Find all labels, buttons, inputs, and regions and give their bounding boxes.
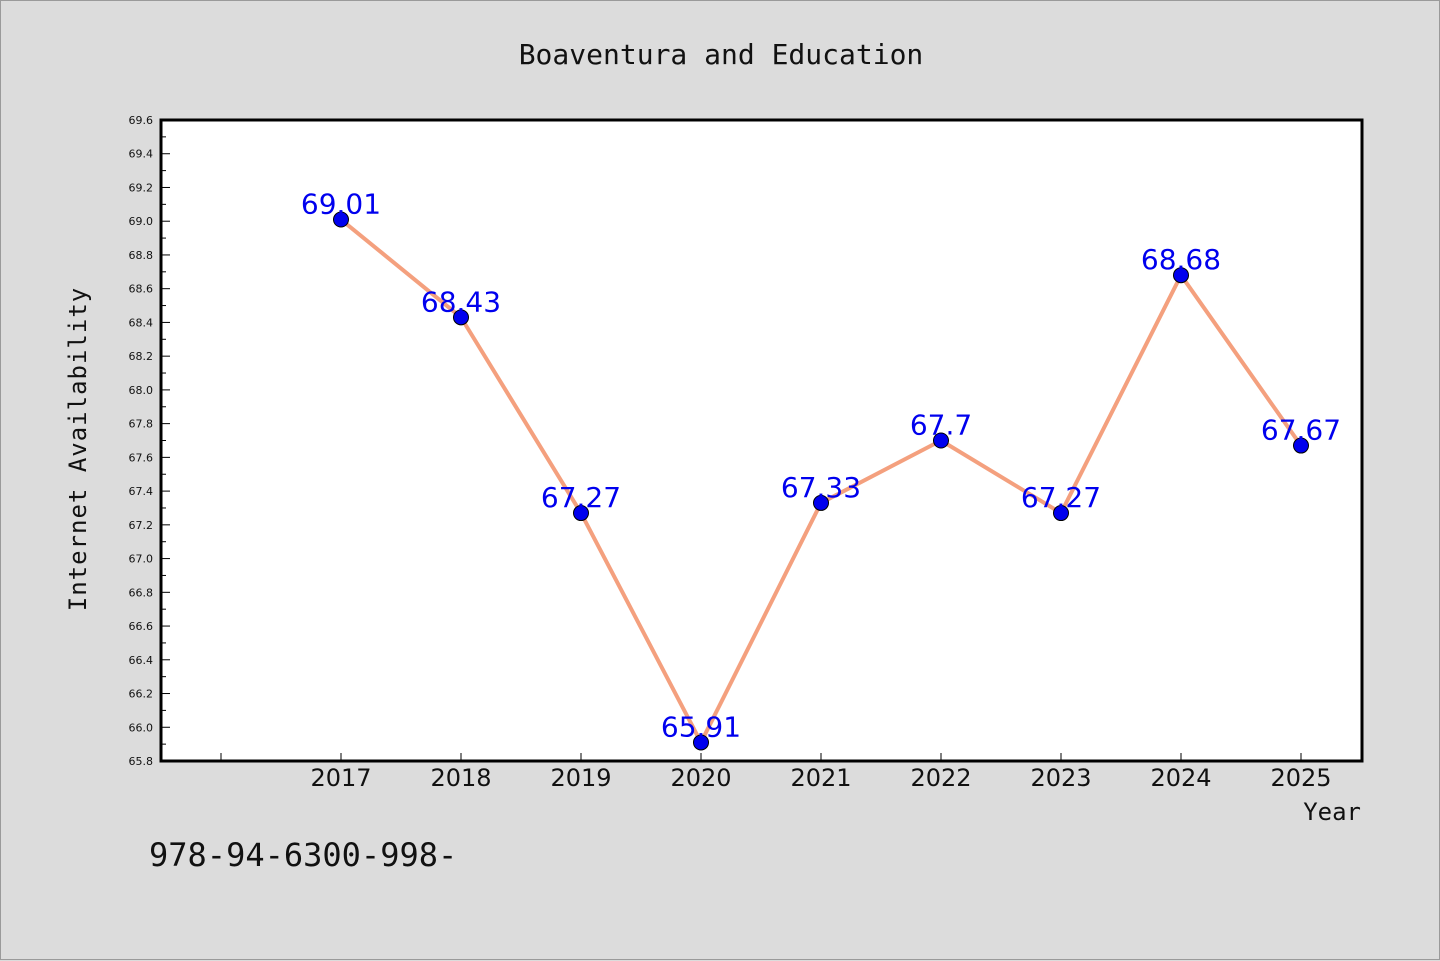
x-tick-label: 2023	[1030, 764, 1091, 792]
y-tick-label: 67.8	[129, 418, 154, 431]
x-tick-label: 2018	[430, 764, 491, 792]
x-tick-label: 2025	[1270, 764, 1331, 792]
data-point	[693, 734, 709, 751]
plot-area	[159, 118, 1364, 763]
data-point	[933, 432, 949, 449]
y-tick-label: 66.2	[129, 688, 154, 701]
series-layer: 69.01 68.43 67.27 65.91 67.33 67.7 67.27 68.68 6…	[301, 188, 1341, 751]
y-axis-ticks: 65.8 66.0 66.2 66.4 66.6 66.8 67.0 67.2 67.4 67.6…	[129, 114, 170, 768]
data-point	[1173, 267, 1189, 284]
y-tick-label: 68.6	[129, 283, 154, 296]
x-tick-label: 2017	[310, 764, 371, 792]
data-label: 67.67	[1261, 414, 1341, 447]
y-tick-label: 68.0	[129, 384, 154, 397]
y-axis-label: Internet Availability	[64, 287, 92, 611]
y-tick-label: 69.0	[129, 215, 154, 228]
data-label: 69.01	[301, 188, 381, 221]
y-tick-label: 65.8	[129, 755, 154, 768]
y-tick-label: 66.4	[129, 654, 154, 667]
data-label: 68.68	[1141, 243, 1221, 276]
x-tick-label: 2020	[670, 764, 731, 792]
y-tick-label: 67.2	[129, 519, 154, 532]
y-tick-label: 67.0	[129, 553, 154, 566]
y-tick-label: 66.6	[129, 620, 154, 633]
x-tick-label: 2024	[1150, 764, 1211, 792]
data-point	[1053, 505, 1069, 522]
data-label: 67.27	[1021, 481, 1101, 514]
y-tick-label: 66.8	[129, 586, 154, 599]
data-point	[1293, 437, 1309, 454]
data-point	[453, 309, 469, 326]
y-tick-label: 68.4	[129, 316, 154, 329]
x-axis-label: Year	[1303, 798, 1361, 826]
x-tick-label: 2021	[790, 764, 851, 792]
data-label: 68.43	[421, 285, 501, 318]
data-point	[333, 211, 349, 228]
x-axis-ticks: 2017 2018 2019 2020 2021 2022 2023 2024 2025	[220, 753, 1332, 792]
y-tick-label: 69.4	[129, 148, 154, 161]
y-tick-label: 68.2	[129, 350, 154, 363]
x-tick-label: 2019	[550, 764, 611, 792]
data-label: 67.27	[541, 481, 621, 514]
data-point	[573, 505, 589, 522]
data-label: 67.7	[910, 409, 972, 442]
y-tick-label: 67.6	[129, 451, 154, 464]
footer-text: 978-94-6300-998-	[149, 836, 457, 874]
chart-title: Boaventura and Education	[519, 38, 924, 71]
y-tick-label: 67.4	[129, 485, 154, 498]
data-point	[813, 494, 829, 511]
data-label: 65.91	[661, 710, 741, 743]
x-tick-label: 2022	[910, 764, 971, 792]
y-tick-label: 66.0	[129, 721, 154, 734]
data-label: 67.33	[781, 471, 861, 504]
y-tick-label: 69.2	[129, 181, 154, 194]
y-tick-label: 68.8	[129, 249, 154, 262]
y-tick-label: 69.6	[129, 114, 154, 127]
